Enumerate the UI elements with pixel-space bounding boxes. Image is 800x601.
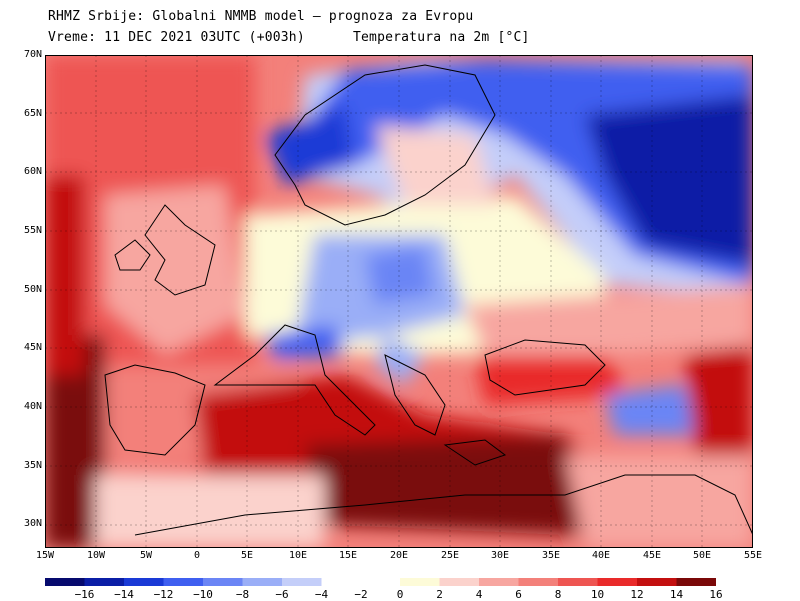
legend-swatch-cold <box>84 578 124 586</box>
lon-label: 10W <box>86 550 106 561</box>
temperature-map <box>45 55 753 548</box>
lon-label: 30E <box>490 550 510 561</box>
lon-label: 40E <box>591 550 611 561</box>
lat-label: 50N <box>23 284 42 295</box>
legend-label: −8 <box>235 588 250 601</box>
legend-label: −16 <box>74 588 95 601</box>
lon-label: 25E <box>440 550 460 561</box>
legend-label: 8 <box>554 588 562 601</box>
legend-swatch-cold <box>163 578 203 586</box>
legend-label: 14 <box>669 588 684 601</box>
legend-swatch-warm <box>637 578 677 586</box>
lon-label: 20E <box>389 550 409 561</box>
map-title: RHMZ Srbije: Globalni NMMB model — progn… <box>48 9 474 24</box>
lat-label: 65N <box>23 108 42 119</box>
legend-swatch-cold <box>203 578 243 586</box>
legend-swatch-cold <box>242 578 282 586</box>
lon-label: 0 <box>193 550 201 561</box>
legend-label: −10 <box>193 588 213 601</box>
legend-label: 16 <box>709 588 723 601</box>
legend-swatch-cold <box>45 578 85 586</box>
color-scale-legend <box>45 578 716 586</box>
lat-label: 35N <box>23 460 42 471</box>
lon-label: 5E <box>240 550 254 561</box>
coastlines <box>104 64 753 536</box>
lon-label: 55E <box>743 550 763 561</box>
lat-label: 30N <box>23 518 42 529</box>
lon-label: 35E <box>541 550 561 561</box>
lat-label: 70N <box>23 49 42 60</box>
legend-swatch-warm <box>400 578 440 586</box>
lat-label: 55N <box>23 225 42 236</box>
legend-label: −4 <box>314 588 329 601</box>
lat-label: 60N <box>23 166 42 177</box>
legend-label: 10 <box>590 588 605 601</box>
temperature-field <box>45 55 753 548</box>
legend-label: 4 <box>475 588 483 601</box>
legend-label: 6 <box>515 588 522 601</box>
lon-label: 45E <box>642 550 662 561</box>
lon-label: 15E <box>338 550 358 561</box>
lat-label: 45N <box>23 342 42 353</box>
legend-swatch-warm <box>439 578 479 586</box>
legend-swatch-warm <box>479 578 519 586</box>
legend-swatch-warm <box>676 578 716 586</box>
legend-label: −6 <box>275 588 289 601</box>
legend-swatch-warm <box>558 578 598 586</box>
map-frame <box>45 55 753 548</box>
graticule <box>45 55 753 548</box>
legend-label: −2 <box>354 588 368 601</box>
legend-swatch-cold <box>282 578 322 586</box>
legend-label: 0 <box>396 588 404 601</box>
legend-swatch-cold <box>124 578 164 586</box>
forecast-time: Vreme: 11 DEC 2021 03UTC (+003h) <box>48 30 305 45</box>
lat-label: 40N <box>23 401 42 412</box>
legend-label: −14 <box>114 588 134 601</box>
lon-label: 50E <box>692 550 712 561</box>
legend-label: −12 <box>153 588 174 601</box>
legend-label: 2 <box>436 588 443 601</box>
legend-swatch-warm <box>518 578 558 586</box>
lon-label: 10E <box>288 550 308 561</box>
legend-label: 12 <box>630 588 644 601</box>
lon-label: 15W <box>35 550 55 561</box>
variable-label: Temperatura na 2m [°C] <box>353 30 530 45</box>
lon-label: 5W <box>139 550 153 561</box>
legend-swatch-warm <box>597 578 637 586</box>
